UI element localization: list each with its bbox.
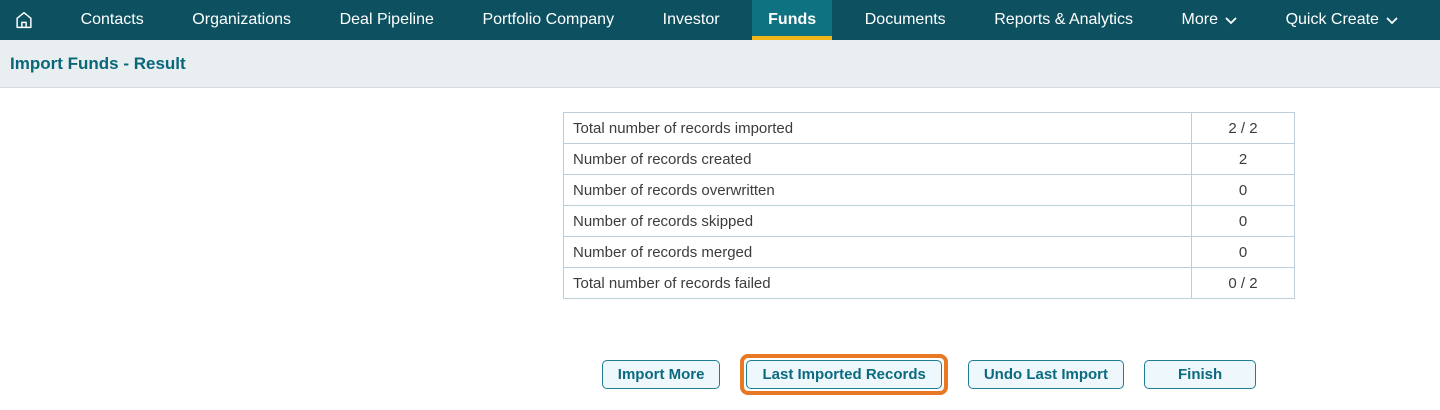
- content-area: Total number of records imported 2 / 2 N…: [0, 88, 1440, 395]
- row-value: 0: [1191, 174, 1295, 206]
- table-row: Total number of records failed 0 / 2: [563, 267, 1295, 299]
- nav-item-label: More: [1181, 11, 1218, 28]
- nav-item-label: Quick Create: [1285, 11, 1379, 28]
- table-row: Number of records merged 0: [563, 236, 1295, 268]
- table-row: Total number of records imported 2 / 2: [563, 112, 1295, 144]
- page-subheader: Import Funds - Result: [0, 40, 1440, 88]
- chevron-down-icon: [1225, 17, 1237, 25]
- nav-item-reports-analytics[interactable]: Reports & Analytics: [978, 0, 1149, 40]
- action-button-row: Import More Last Imported Records Undo L…: [563, 354, 1295, 395]
- row-label: Total number of records failed: [563, 267, 1192, 299]
- nav-item-more[interactable]: More: [1166, 0, 1253, 40]
- nav-item-label: Deal Pipeline: [339, 11, 434, 28]
- row-value: 2 / 2: [1191, 112, 1295, 144]
- nav-item-label: Investor: [662, 11, 720, 28]
- page-title: Import Funds - Result: [10, 53, 186, 73]
- nav-item-label: Funds: [768, 11, 817, 28]
- nav-item-organizations[interactable]: Organizations: [176, 0, 307, 40]
- finish-button[interactable]: Finish: [1144, 360, 1257, 389]
- undo-last-import-button[interactable]: Undo Last Import: [967, 360, 1125, 389]
- row-label: Total number of records imported: [563, 112, 1192, 144]
- row-value: 0: [1191, 205, 1295, 237]
- row-label: Number of records overwritten: [563, 174, 1192, 206]
- last-imported-records-button[interactable]: Last Imported Records: [746, 360, 942, 389]
- table-row: Number of records created 2: [563, 143, 1295, 175]
- chevron-down-icon: [1386, 17, 1398, 25]
- nav-item-label: Portfolio Company: [482, 11, 615, 28]
- row-label: Number of records skipped: [563, 205, 1192, 237]
- nav-item-label: Documents: [864, 11, 946, 28]
- import-more-button[interactable]: Import More: [601, 360, 721, 389]
- import-result-panel: Total number of records imported 2 / 2 N…: [563, 88, 1295, 395]
- home-icon: [13, 9, 35, 31]
- table-row: Number of records overwritten 0: [563, 174, 1295, 206]
- nav-item-portfolio-company[interactable]: Portfolio Company: [466, 0, 630, 40]
- nav-item-quick-create[interactable]: Quick Create: [1270, 0, 1414, 40]
- table-row: Number of records skipped 0: [563, 205, 1295, 237]
- nav-item-documents[interactable]: Documents: [849, 0, 962, 40]
- nav-item-investor[interactable]: Investor: [647, 0, 736, 40]
- highlight-box: Last Imported Records: [740, 354, 948, 395]
- row-value: 2: [1191, 143, 1295, 175]
- row-label: Number of records created: [563, 143, 1192, 175]
- nav-item-deal-pipeline[interactable]: Deal Pipeline: [324, 0, 450, 40]
- home-button[interactable]: [0, 0, 48, 40]
- nav-item-label: Reports & Analytics: [994, 11, 1133, 28]
- row-label: Number of records merged: [563, 236, 1192, 268]
- top-navigation: Contacts Organizations Deal Pipeline Por…: [0, 0, 1440, 40]
- row-value: 0 / 2: [1191, 267, 1295, 299]
- row-value: 0: [1191, 236, 1295, 268]
- nav-item-funds[interactable]: Funds: [752, 0, 833, 40]
- nav-item-label: Organizations: [192, 11, 292, 28]
- nav-item-contacts[interactable]: Contacts: [65, 0, 160, 40]
- import-summary-table: Total number of records imported 2 / 2 N…: [563, 112, 1295, 299]
- nav-item-label: Contacts: [80, 11, 144, 28]
